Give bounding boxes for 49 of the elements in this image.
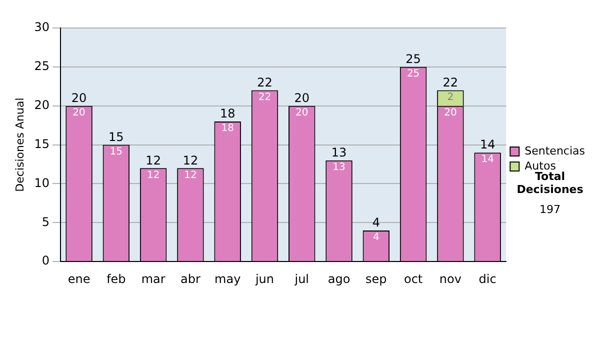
x-tick-label: jun [254,272,274,286]
data-label: 20 [296,107,308,118]
data-label: 15 [110,146,123,158]
legend-label: Sentencias [524,144,586,158]
text: 197 [538,203,562,216]
data-label: 20 [444,107,457,118]
total-label: 18 [220,106,236,121]
total-label: 14 [480,138,496,152]
total-label: 15 [108,130,124,144]
total-label: 25 [406,52,421,66]
total-label: 22 [442,75,458,90]
y-tick-label: 25 [34,59,50,74]
total-label: 20 [71,90,87,105]
x-tick-label: may [214,272,241,286]
total-label: 13 [331,146,347,160]
x-tick-label: ago [328,272,350,286]
data-label: 18 [221,123,234,134]
x-tick-label: feb [106,272,126,286]
data-label: 12 [146,170,160,181]
x-tick-label: dic [478,272,496,286]
x-tick-label: oct [404,272,423,286]
x-tick-label: abr [180,272,200,286]
y-axis-title: Decisiones Anual [13,98,26,192]
legend-label: Autos [524,159,556,172]
y-tick-label: 10 [34,176,50,190]
text: Total Decisiones [516,170,584,196]
total-label: 20 [294,90,310,105]
data-label: 20 [72,107,86,118]
x-tick-label: nov [439,272,462,286]
y-tick-label: 5 [42,214,50,229]
x-tick-label: ene [68,272,90,286]
total-label: 4 [372,216,380,230]
data-label: 14 [481,154,494,166]
y-tick-label: 20 [34,98,50,112]
y-tick-label: 30 [34,20,50,34]
y-tick-label: 15 [34,136,50,151]
total-label: 22 [257,75,272,90]
x-tick-label: jul [294,272,310,286]
data-label: 22 [258,92,272,103]
x-tick-label: sep [366,272,387,286]
data-label: 25 [406,68,420,80]
data-label: 13 [332,162,346,173]
x-tick-label: mar [141,272,166,286]
data-label: 2 [447,92,454,103]
data-label: 4 [372,232,380,244]
total-label: 12 [182,153,198,168]
y-tick-label: 0 [42,254,50,268]
data-label: 12 [184,170,197,181]
total-label: 12 [146,153,161,168]
